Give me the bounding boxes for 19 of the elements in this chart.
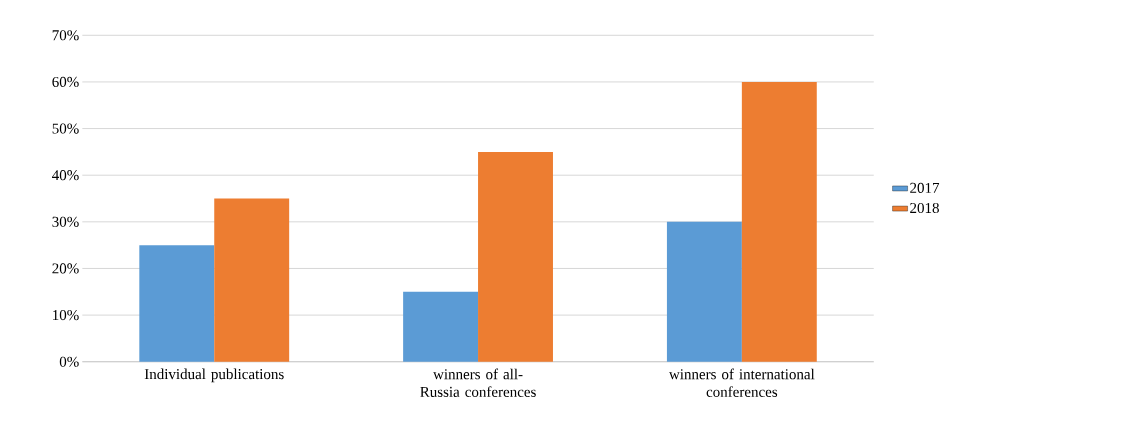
y-tick-label: 40% — [52, 169, 79, 181]
bar — [139, 244, 215, 362]
y-tick-label: 10% — [53, 309, 79, 320]
x-tick-label: winners of international conferences — [668, 368, 815, 397]
y-tick-label: 70% — [52, 30, 79, 41]
y-tick-label: 60% — [52, 76, 79, 87]
y-tick-label: 20% — [52, 263, 79, 274]
bar — [403, 291, 479, 362]
legend-label: 2018 — [910, 202, 939, 213]
y-tick-label: 50% — [52, 123, 79, 134]
bar — [214, 198, 290, 362]
bar — [666, 221, 742, 362]
bar — [478, 151, 553, 362]
x-tick-label: winners of all-Russia conferences — [420, 368, 536, 397]
y-tick-label: 30% — [52, 216, 79, 227]
legend-label: 2017 — [910, 182, 940, 193]
bar — [741, 81, 817, 362]
x-tick-label: Individual publications — [144, 368, 284, 383]
y-tick-label: 0% — [59, 356, 79, 367]
